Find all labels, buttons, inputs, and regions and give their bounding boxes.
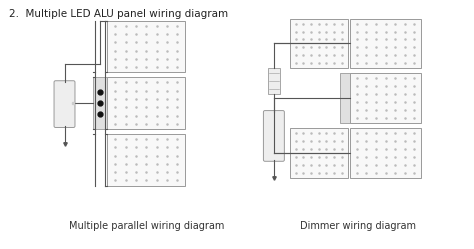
Bar <box>290 19 347 68</box>
FancyBboxPatch shape <box>264 111 284 161</box>
Bar <box>290 128 347 178</box>
FancyBboxPatch shape <box>54 81 75 127</box>
Bar <box>108 21 185 72</box>
Bar <box>108 134 185 186</box>
Bar <box>340 73 350 123</box>
Text: Multiple parallel wiring diagram: Multiple parallel wiring diagram <box>69 221 224 232</box>
Bar <box>93 77 108 129</box>
Bar <box>350 73 421 123</box>
Text: 2.  Multiple LED ALU panel wiring diagram: 2. Multiple LED ALU panel wiring diagram <box>9 9 228 19</box>
Bar <box>350 128 421 178</box>
Bar <box>268 68 280 94</box>
Text: Dimmer wiring diagram: Dimmer wiring diagram <box>300 221 416 232</box>
Bar <box>108 77 185 129</box>
Bar <box>350 19 421 68</box>
